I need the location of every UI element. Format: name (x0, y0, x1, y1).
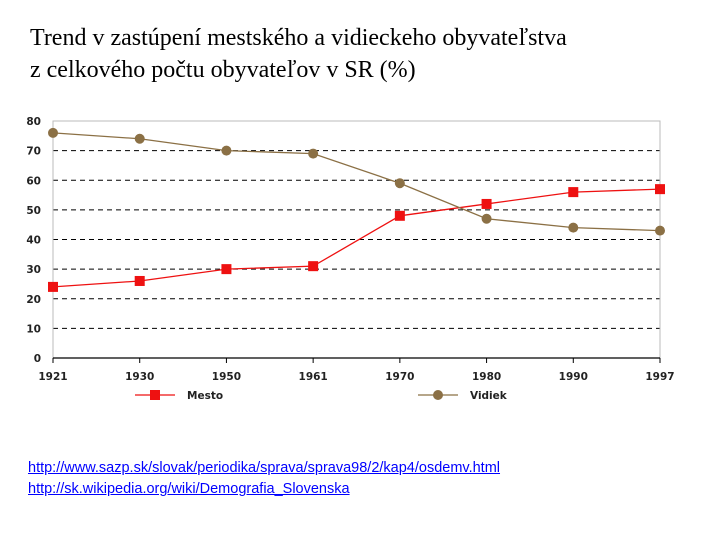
data-point-vidiek (134, 133, 145, 144)
y-tick-label: 10 (26, 323, 41, 335)
data-point-mesto (481, 198, 492, 209)
data-point-vidiek (221, 145, 232, 156)
legend-item-vidiek: Vidiek (418, 390, 508, 402)
legend-label-mesto: Mesto (187, 390, 223, 402)
data-point-vidiek (308, 148, 319, 159)
data-point-mesto (394, 210, 405, 221)
y-tick-label: 0 (34, 353, 41, 365)
y-tick-label: 50 (26, 205, 41, 217)
series-line-vidiek (52, 132, 661, 232)
data-point-mesto (134, 275, 145, 286)
y-tick-label: 60 (26, 175, 41, 187)
data-point-vidiek (568, 222, 579, 233)
legend-label-vidiek: Vidiek (470, 390, 508, 402)
data-point-vidiek (481, 213, 492, 224)
grid-lines (53, 120, 660, 329)
slide-title-line-2: z celkového počtu obyvateľov v SR (%) (30, 57, 416, 83)
source-link-wikipedia[interactable]: http://sk.wikipedia.org/wiki/Demografia_… (28, 481, 350, 497)
y-tick-label: 70 (26, 146, 41, 158)
data-point-vidiek (655, 225, 665, 236)
y-tick-label: 80 (26, 116, 41, 128)
slide-title: Trend v zastúpení mestského a vidieckeho… (30, 22, 710, 86)
legend-item-mesto: Mesto (135, 390, 223, 402)
series-vidiek (48, 127, 665, 236)
population-trend-chart: 0 10 20 30 40 50 60 70 80 1921 1930 1950 1961 1970 198… (26, 116, 674, 402)
slide-title-line-1: Trend v zastúpení mestského a vidieckeho… (30, 25, 567, 51)
source-link-sazp[interactable]: http://www.sazp.sk/slovak/periodika/spra… (28, 460, 501, 476)
series-mesto (48, 184, 665, 292)
x-tick-label: 1980 (472, 371, 501, 383)
data-point-mesto (655, 184, 665, 195)
legend-marker-mesto (150, 390, 160, 400)
y-tick-label: 20 (26, 294, 41, 306)
data-point-vidiek (48, 127, 58, 138)
x-tick-label: 1970 (385, 371, 414, 383)
x-tick-label: 1950 (212, 371, 241, 383)
legend: Mesto Vidiek (135, 390, 508, 402)
series-line-mesto (52, 188, 661, 288)
data-point-vidiek (394, 178, 405, 189)
data-point-mesto (221, 264, 232, 275)
y-tick-label: 40 (26, 235, 41, 247)
data-series (48, 127, 665, 292)
data-point-mesto (308, 261, 319, 272)
data-point-mesto (568, 187, 579, 198)
y-tick-label: 30 (26, 264, 41, 276)
source-links: http://www.sazp.sk/slovak/periodika/spra… (28, 458, 500, 500)
x-tick-label: 1930 (125, 371, 154, 383)
axes: 0 10 20 30 40 50 60 70 80 1921 1930 1950 1961 1970 198… (26, 116, 674, 383)
data-point-mesto (48, 281, 58, 292)
x-tick-label: 1921 (38, 371, 67, 383)
x-tick-label: 1990 (559, 371, 588, 383)
x-tick-label: 1961 (299, 371, 328, 383)
legend-marker-vidiek (433, 390, 443, 400)
x-tick-label: 1997 (645, 371, 674, 383)
